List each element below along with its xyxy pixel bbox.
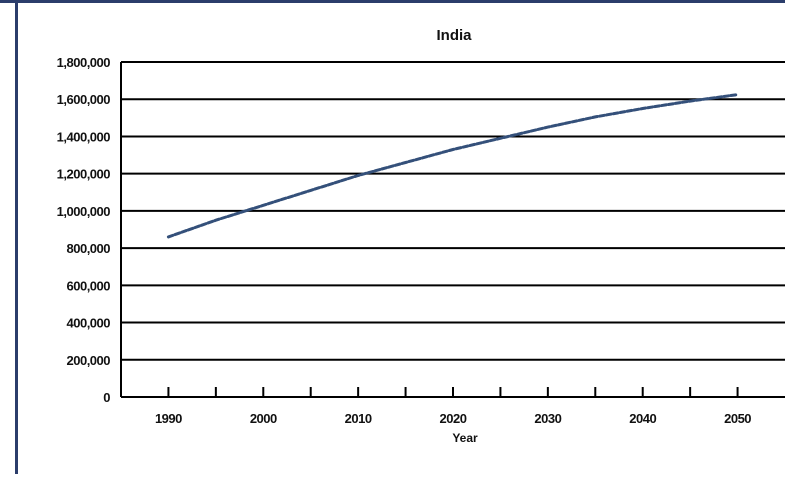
y-tick-label: 0 — [103, 390, 110, 405]
x-tick-labels: 1990 2000 2010 2020 2030 2040 2050 — [155, 387, 751, 426]
x-tick-label: 1990 — [155, 411, 182, 426]
series-line — [168, 95, 737, 237]
y-tick-label: 800,000 — [67, 241, 111, 256]
x-tick-label: 2040 — [629, 411, 656, 426]
series-layer — [168, 95, 737, 237]
gridlines — [121, 62, 785, 360]
x-tick-label: 2050 — [724, 411, 751, 426]
y-tick-label: 200,000 — [67, 353, 111, 368]
y-tick-label: 1,400,000 — [57, 129, 111, 144]
x-tick-label: 2010 — [345, 411, 372, 426]
x-tick-label: 2020 — [440, 411, 467, 426]
y-tick-label: 1,600,000 — [57, 92, 111, 107]
y-tick-label: 1,200,000 — [57, 167, 111, 182]
y-tick-labels: 0 200,000 400,000 600,000 800,000 1,000,000 1,… — [57, 55, 111, 405]
x-axis-label: Year — [452, 431, 478, 445]
x-tick-label: 2030 — [534, 411, 561, 426]
y-tick-label: 1,800,000 — [57, 55, 111, 70]
chart-title: India — [436, 27, 472, 44]
y-tick-label: 1,000,000 — [57, 204, 111, 219]
y-tick-label: 400,000 — [67, 316, 111, 331]
y-tick-label: 600,000 — [67, 278, 111, 293]
x-tick-label: 2000 — [250, 411, 277, 426]
